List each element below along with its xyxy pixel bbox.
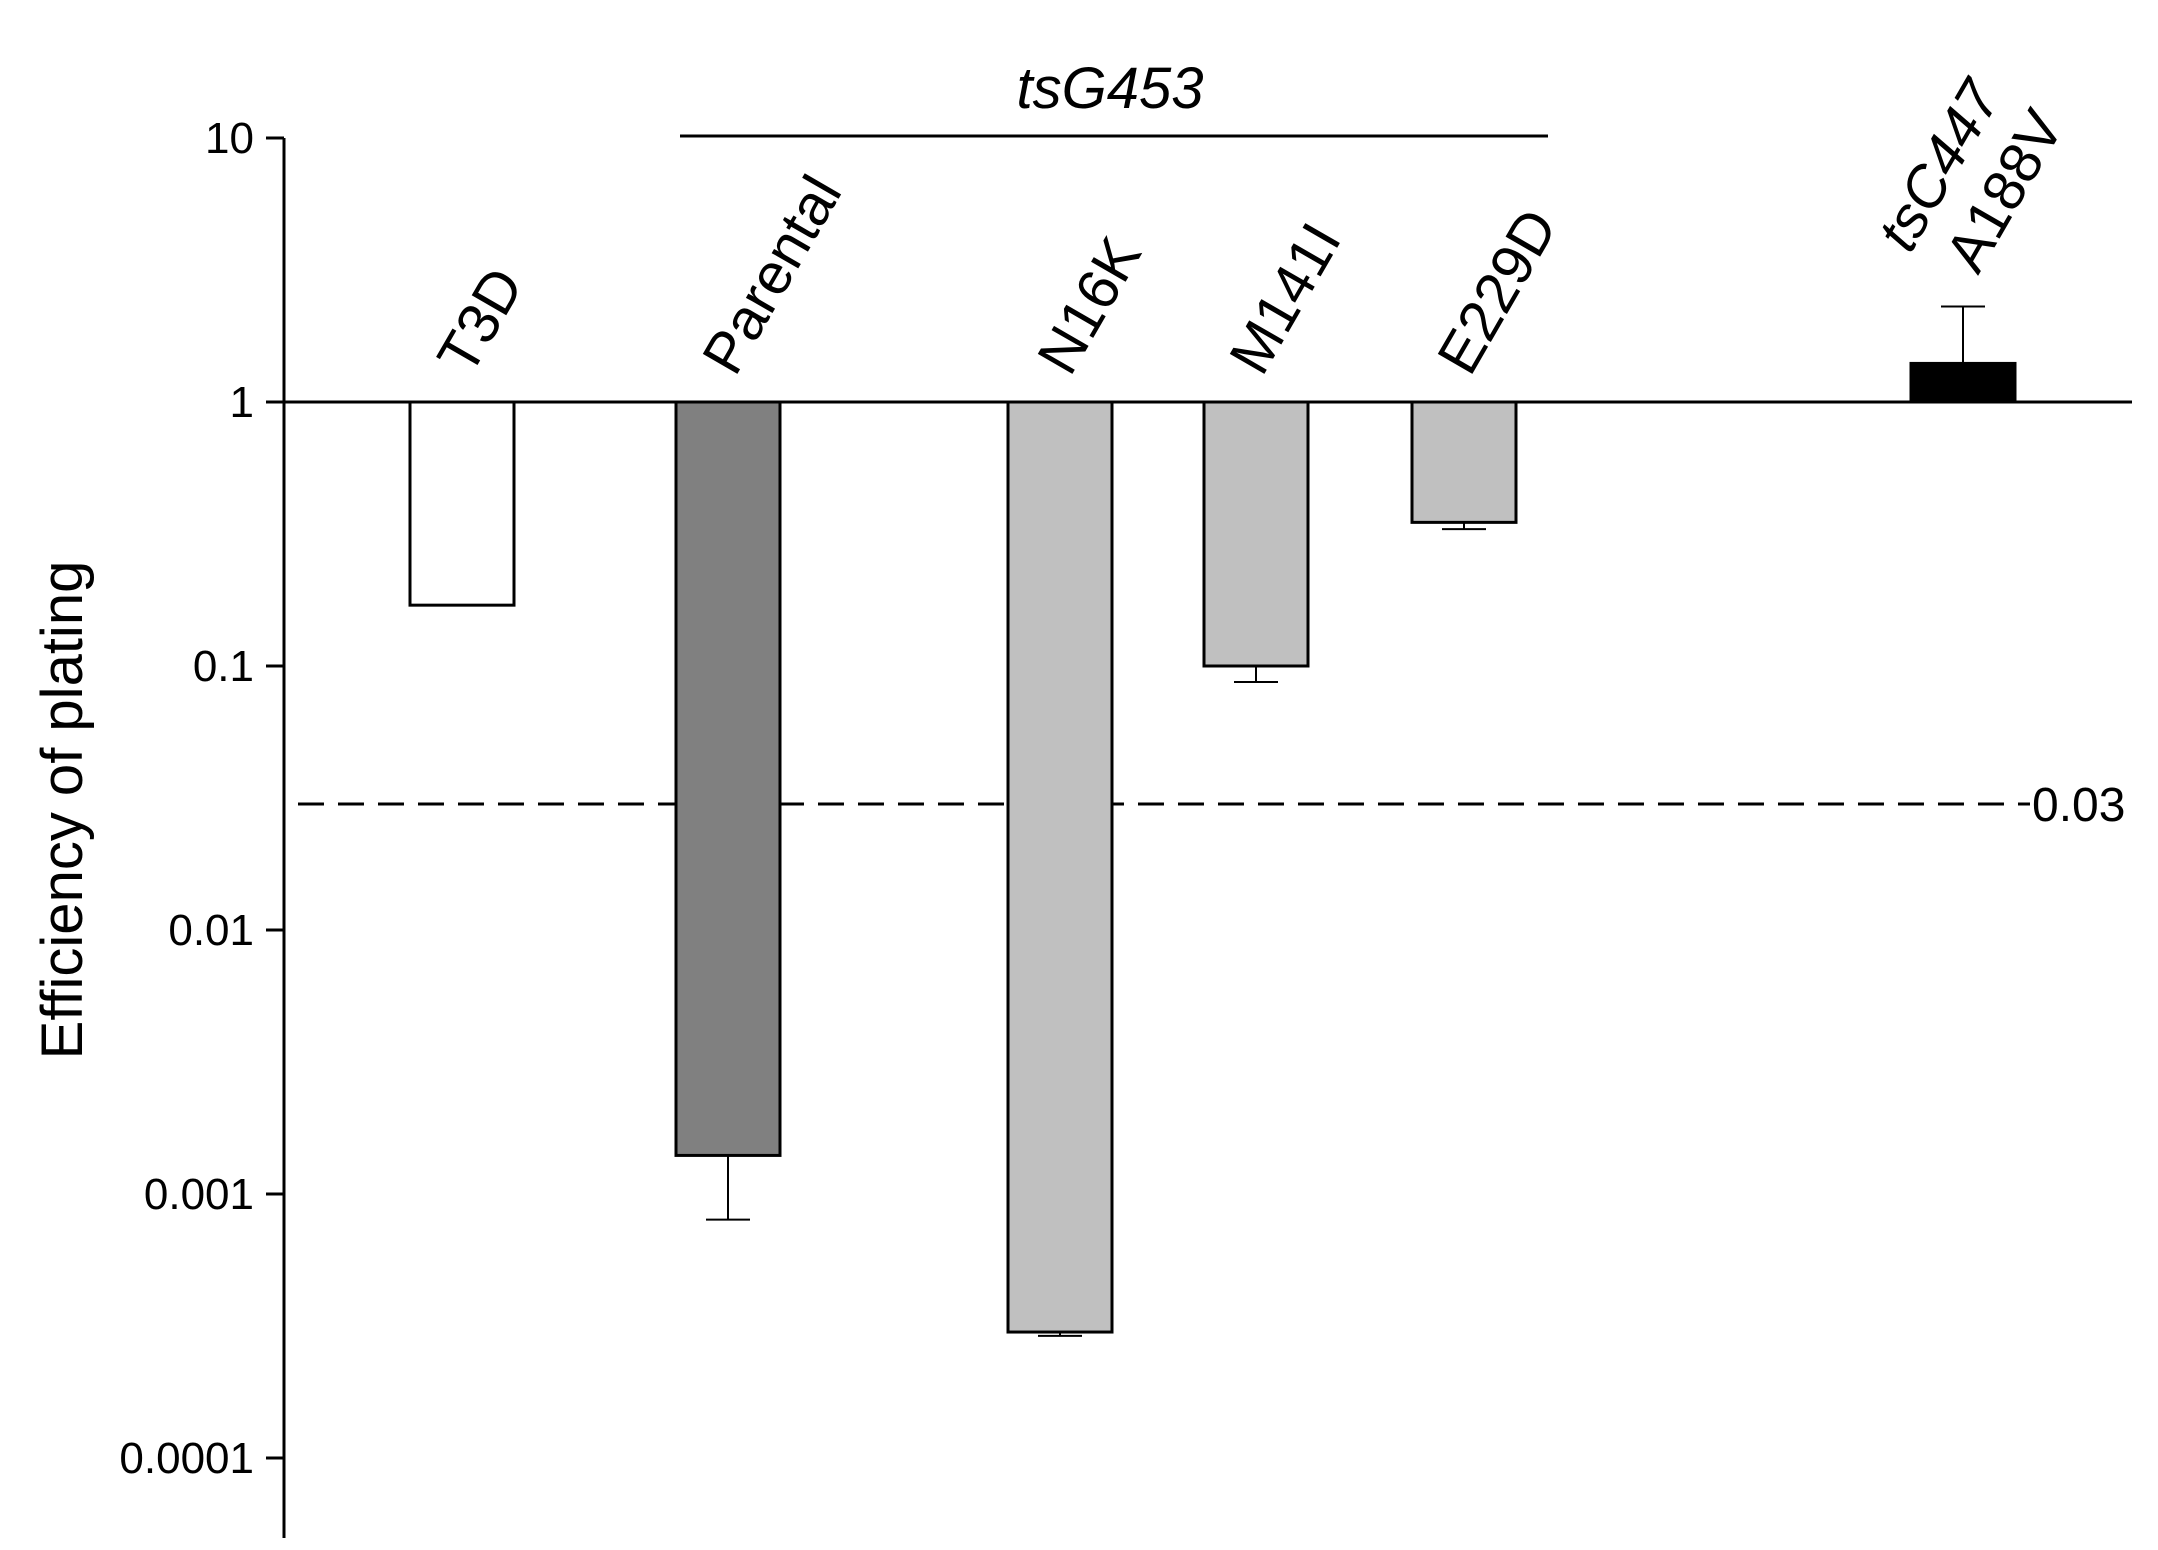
category-label: Parental xyxy=(690,165,854,385)
y-tick-label: 0.01 xyxy=(168,906,254,955)
bar-e229d xyxy=(1410,400,1518,524)
bar-n16k xyxy=(1006,400,1114,1334)
y-tick-label: 0.1 xyxy=(193,642,254,691)
bar-tsc447 xyxy=(1909,361,2017,404)
category-label: T3D xyxy=(425,257,536,384)
bar-m141i xyxy=(1202,400,1310,668)
reference-line-label: 0.03 xyxy=(2032,779,2125,832)
y-axis-title: Efficiency of plating xyxy=(30,561,95,1060)
y-tick-label: 0.001 xyxy=(144,1170,254,1219)
bars-layer xyxy=(408,305,2017,1337)
category-label: M141I xyxy=(1217,212,1354,384)
bar-parental xyxy=(674,400,782,1157)
bar-t3d xyxy=(408,400,516,607)
group-label: tsG453 xyxy=(1017,56,1204,121)
y-tick-label: 1 xyxy=(230,378,254,427)
y-tick-label: 0.0001 xyxy=(119,1434,254,1483)
y-axis: 10 1 0.1 0.01 0.001 0.0001 xyxy=(119,114,286,1538)
y-tick-label: 10 xyxy=(205,114,254,163)
category-label: N16K xyxy=(1025,226,1154,384)
category-labels: T3D Parental N16K M141I E229DtsC447A188VtsG4… xyxy=(425,56,2077,385)
category-label: E229D xyxy=(1425,198,1570,384)
